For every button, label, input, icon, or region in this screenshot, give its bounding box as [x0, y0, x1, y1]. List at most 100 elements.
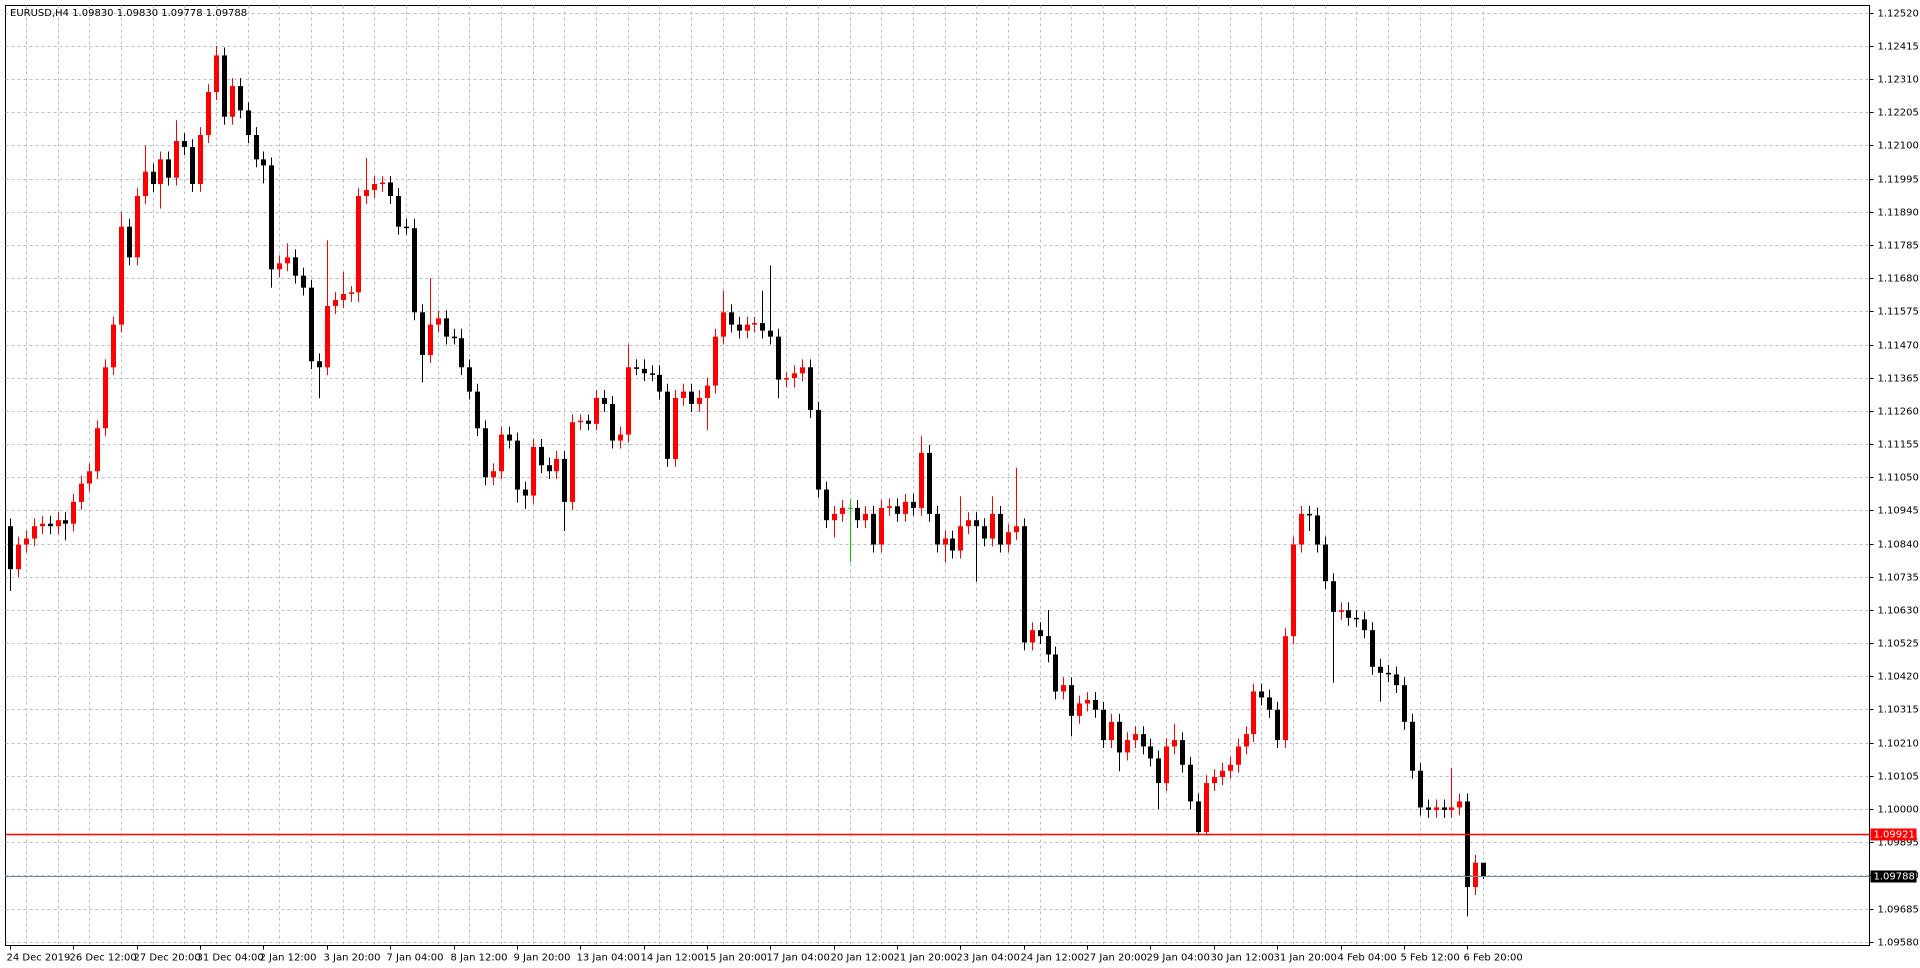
candle-body	[554, 458, 559, 472]
candle-body	[990, 513, 995, 539]
candle-body	[16, 544, 21, 570]
candle-body	[1307, 513, 1312, 516]
grid	[5, 5, 1870, 946]
candle-body	[1014, 526, 1019, 533]
candle-body	[293, 257, 298, 276]
candle-body	[1251, 691, 1256, 735]
candle-body	[396, 196, 401, 227]
candle-body	[1346, 610, 1351, 618]
candle-body	[1244, 734, 1249, 747]
candle-body	[174, 141, 179, 178]
candle-body	[808, 367, 813, 410]
y-tick-label: 1.12100	[1878, 141, 1919, 152]
candle-body	[1291, 544, 1296, 637]
candle-body	[1283, 636, 1288, 741]
candle-body	[657, 374, 662, 392]
candle-body	[1148, 746, 1153, 759]
candle-body	[1212, 777, 1217, 784]
candle-body	[958, 526, 963, 551]
candle-body	[1267, 697, 1272, 710]
candle-body	[998, 513, 1003, 545]
candle-body	[1370, 630, 1375, 667]
candle-body	[24, 538, 29, 545]
candle-body	[1236, 746, 1241, 765]
candle-body	[127, 226, 132, 258]
candle-body	[1331, 581, 1336, 612]
candle-body	[1038, 630, 1043, 637]
y-tick-label: 1.11680	[1878, 274, 1919, 285]
candle-body	[768, 330, 773, 337]
bid-line-label: 1.09788	[1874, 872, 1915, 883]
candle-body	[1426, 807, 1431, 810]
candle-body	[222, 55, 227, 117]
candle-body	[1196, 801, 1201, 833]
candle-body	[1156, 758, 1161, 784]
candle-body	[71, 501, 76, 524]
candle-body	[673, 397, 678, 459]
candle-body	[848, 507, 853, 509]
candle-body	[594, 397, 599, 424]
candle-body	[887, 506, 892, 508]
x-tick-label: 24 Dec 2019	[7, 953, 71, 964]
y-tick-label: 1.10210	[1878, 739, 1919, 750]
candle-body	[238, 86, 243, 111]
candle-body	[1172, 740, 1177, 747]
candle-body	[111, 324, 116, 368]
candle-body	[1410, 721, 1415, 771]
candle-body	[436, 318, 441, 325]
candle-body	[855, 507, 860, 521]
candle-body	[79, 483, 84, 502]
y-tick-label: 1.11365	[1878, 374, 1919, 385]
candle-body	[784, 378, 789, 380]
candle-body	[1315, 515, 1320, 545]
candle-body	[261, 159, 266, 166]
candle-body	[745, 324, 750, 331]
candle-body	[1449, 807, 1454, 810]
candle-body	[1339, 610, 1344, 612]
candle-body	[1069, 685, 1074, 716]
candle-body	[895, 506, 900, 514]
candle-body	[705, 385, 710, 398]
x-tick-label: 14 Jan 12:00	[641, 953, 704, 964]
candle-body	[1220, 770, 1225, 778]
candle-body	[364, 190, 369, 197]
x-tick-label: 9 Jan 20:00	[514, 953, 571, 964]
candle-body	[1228, 764, 1233, 771]
candle-body	[56, 520, 61, 527]
y-tick-label: 1.10735	[1878, 573, 1919, 584]
y-tick-label: 1.12415	[1878, 42, 1919, 53]
candle-body	[1481, 862, 1486, 876]
candle-body	[689, 391, 694, 404]
candle-body	[760, 323, 765, 331]
candle-body	[412, 228, 417, 313]
y-tick-label: 1.11470	[1878, 341, 1919, 352]
candle-body	[1030, 630, 1035, 643]
x-tick-label: 31 Dec 04:00	[197, 953, 264, 964]
candle-body	[206, 92, 211, 136]
candle-body	[950, 538, 955, 551]
candle-body	[935, 513, 940, 545]
candle-body	[1394, 674, 1399, 686]
candle-body	[158, 159, 163, 185]
candle-body	[325, 305, 330, 368]
x-tick-label: 5 Feb 12:00	[1401, 953, 1460, 964]
x-tick-label: 27 Jan 20:00	[1084, 953, 1147, 964]
candle-body	[452, 336, 457, 339]
candle-body	[1101, 709, 1106, 741]
y-tick-label: 1.10945	[1878, 506, 1919, 517]
candle-body	[1204, 783, 1209, 833]
candle-body	[103, 367, 108, 429]
candle-body	[1133, 734, 1138, 741]
candle-body	[95, 428, 100, 472]
candle-body	[650, 373, 655, 375]
candle-body	[1434, 807, 1439, 810]
y-tick-label: 1.10315	[1878, 705, 1919, 716]
y-tick-label: 1.10840	[1878, 540, 1919, 551]
candle-body	[618, 434, 623, 441]
candle-body	[974, 520, 979, 527]
candle-body	[420, 312, 425, 355]
y-tick-label: 1.11155	[1878, 440, 1919, 451]
